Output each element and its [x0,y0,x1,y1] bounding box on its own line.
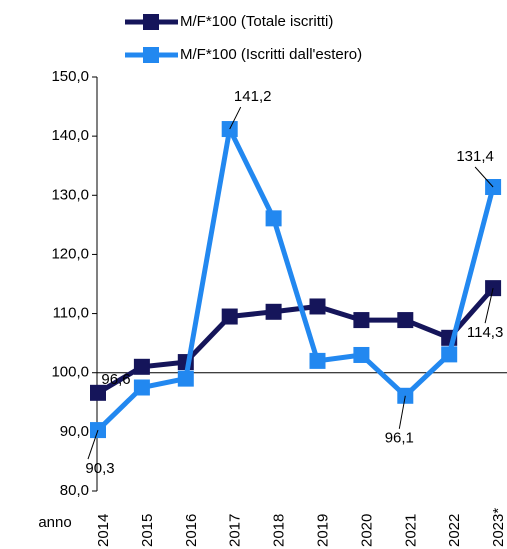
marker [265,303,282,320]
x-tick-label: 2023* [490,508,507,547]
marker [177,370,194,387]
leader-line [474,166,494,188]
data-label: 114,3 [467,324,503,341]
marker [353,346,370,363]
y-tick-label: 80,0 [60,482,89,499]
x-tick-label: 2021 [402,514,419,547]
y-tick-label: 120,0 [51,245,89,262]
x-tick-label: 2015 [139,514,156,547]
x-tick-label: 2020 [358,514,375,547]
data-label: 141,2 [234,88,272,105]
x-axis-label: anno [38,514,71,531]
y-tick-label: 100,0 [51,364,89,381]
x-tick-label: 2019 [314,514,331,547]
data-label: 131,4 [456,148,494,165]
marker [221,308,238,325]
marker [353,312,370,329]
y-tick-label: 150,0 [51,68,89,85]
x-tick-label: 2018 [271,514,288,547]
leader-line [398,395,406,429]
marker [441,346,458,363]
x-tick-label: 2022 [446,514,463,547]
leader-line [87,429,99,460]
y-tick-label: 90,0 [60,423,89,440]
data-label: 90,3 [85,460,114,477]
marker [397,312,414,329]
leader-line [484,288,494,324]
legend-label: M/F*100 (Iscritti dall'estero) [180,46,362,63]
y-tick-label: 140,0 [51,127,89,144]
y-tick-label: 110,0 [53,305,89,322]
legend-marker [143,47,159,63]
data-label: 96,1 [385,430,414,447]
x-tick-label: 2014 [95,514,112,547]
series-line [96,121,496,432]
x-tick-label: 2017 [227,514,244,547]
marker [90,384,106,401]
y-tick-label: 130,0 [51,186,89,203]
legend-marker [143,14,159,30]
marker [309,352,326,369]
marker [265,210,282,227]
data-label: 96,6 [101,371,130,388]
leader-line [229,106,242,130]
x-tick-label: 2016 [183,514,200,547]
marker [133,358,150,375]
legend-label: M/F*100 (Totale iscritti) [180,13,333,30]
series-line [96,286,495,395]
marker [133,379,150,396]
marker [309,298,326,315]
